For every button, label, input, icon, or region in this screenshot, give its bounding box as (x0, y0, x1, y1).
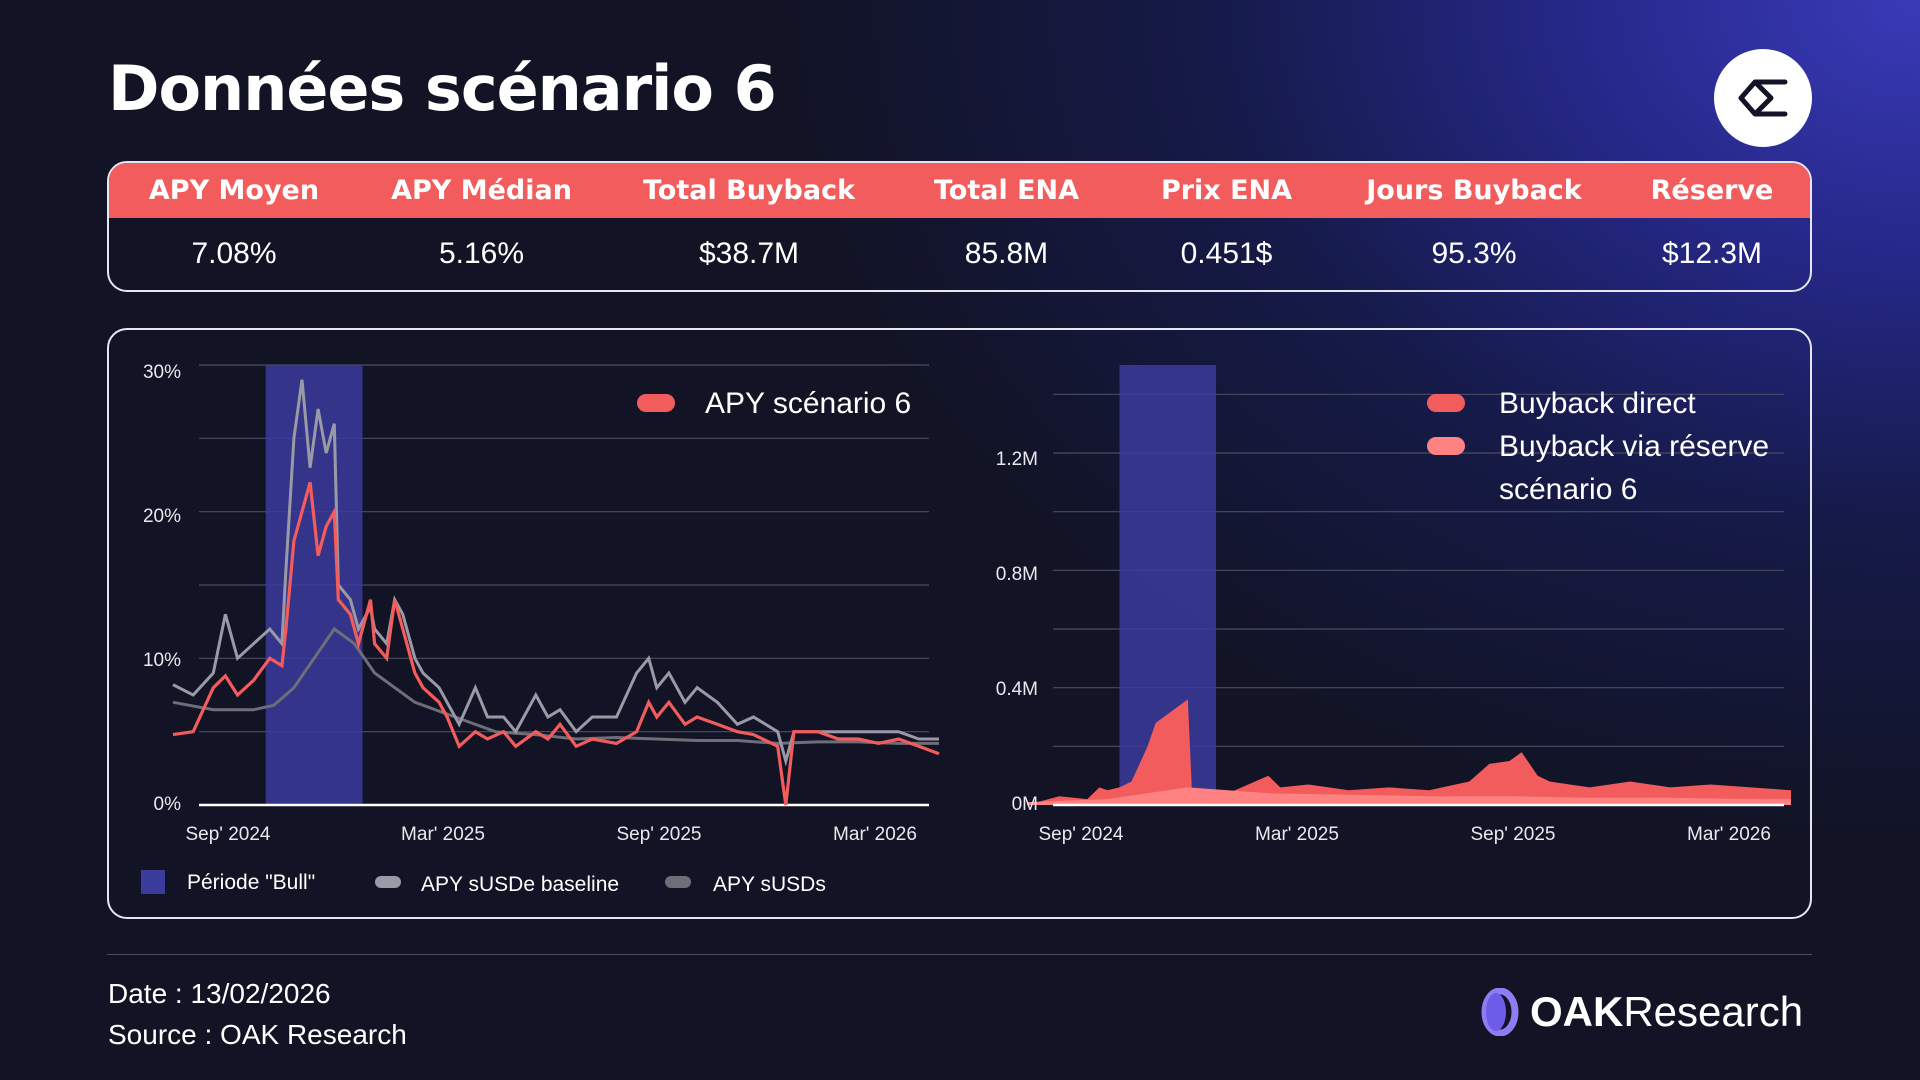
footer-source: Source : OAK Research (108, 1019, 407, 1050)
buyback-y-tick: 0.8M (996, 564, 1038, 585)
apy-x-tick: Mar' 2025 (401, 824, 485, 845)
buyback-reserve-legend-swatch (1427, 437, 1465, 455)
stats-value-cell: 85.8M (964, 237, 1049, 270)
stats-value-cell: 7.08% (191, 237, 277, 270)
stats-header-cell: APY Médian (391, 175, 572, 206)
charts-panel: 30% 20% 10% 0% Sep' 2024 Mar' 2025 Sep' … (107, 328, 1812, 919)
brand-bold: OAK (1530, 988, 1624, 1035)
stats-header-cell: Réserve (1650, 175, 1774, 206)
brand-rest: Research (1623, 988, 1804, 1035)
buyback-y-tick: 0.4M (996, 679, 1038, 700)
apy-x-tick: Sep' 2025 (617, 824, 702, 845)
stats-header-cell: Total ENA (933, 175, 1080, 206)
susds-legend-label: APY sUSDs (713, 873, 826, 896)
stats-value-cell: 0.451$ (1180, 237, 1273, 270)
buyback-reserve-legend-label: Buyback via réserve (1499, 430, 1769, 463)
stats-table: APY Moyen APY Médian Total Buyback Total… (107, 161, 1812, 292)
buyback-direct-legend-label: Buyback direct (1499, 387, 1696, 420)
buyback-y-tick: 0M (1012, 794, 1038, 815)
oak-research-logo: OAKResearch (1476, 988, 1803, 1036)
susde-baseline-legend-label: APY sUSDe baseline (421, 873, 619, 896)
susds-legend-swatch (665, 876, 691, 888)
charts-svg: 30% 20% 10% 0% Sep' 2024 Mar' 2025 Sep' … (141, 362, 1791, 896)
apy-x-tick: Sep' 2024 (186, 824, 271, 845)
buyback-direct-area (1027, 699, 1791, 805)
buyback-y-tick: 1.2M (996, 449, 1038, 470)
apy-susde-baseline-line (172, 379, 939, 767)
buyback-reserve-area (1027, 787, 1791, 805)
oak-research-wordmark: OAKResearch (1530, 988, 1803, 1036)
buyback-x-tick: Mar' 2025 (1255, 824, 1339, 845)
apy-y-tick: 0% (154, 794, 182, 815)
stats-header-cell: APY Moyen (148, 175, 320, 206)
footer-divider (107, 954, 1812, 955)
stats-header-cell: Total Buyback (642, 175, 856, 206)
stats-value-cell: $38.7M (698, 237, 800, 270)
apy-y-tick: 10% (143, 650, 181, 671)
apy-scenario-6-legend-label: APY scénario 6 (705, 387, 911, 420)
bull-period-legend-label: Période "Bull" (187, 871, 315, 894)
stats-value-cell: 5.16% (438, 237, 525, 270)
stats-value-cell: 95.3% (1431, 237, 1517, 270)
stats-header-row: APY Moyen APY Médian Total Buyback Total… (109, 163, 1810, 218)
stats-value-row: 7.08% 5.16% $38.7M 85.8M 0.451$ 95.3% $1… (109, 218, 1810, 290)
buyback-x-tick: Sep' 2025 (1471, 824, 1556, 845)
sigma-logo-icon (1738, 79, 1788, 117)
apy-y-tick: 20% (143, 506, 181, 527)
apy-y-tick: 30% (143, 362, 181, 383)
bull-period-legend-swatch (141, 870, 165, 894)
buyback-x-tick: Mar' 2026 (1687, 824, 1771, 845)
ethena-logo (1714, 49, 1812, 147)
stats-header-cell: Prix ENA (1160, 175, 1293, 206)
apy-scenario-6-legend-swatch (637, 394, 675, 412)
susde-baseline-legend-swatch (375, 876, 401, 888)
buyback-direct-legend-swatch (1427, 394, 1465, 412)
apy-x-tick: Mar' 2026 (833, 824, 917, 845)
apy-scenario-6-line (172, 481, 940, 806)
buyback-reserve-legend-label-2: scénario 6 (1499, 473, 1637, 506)
footer-date: Date : 13/02/2026 (108, 978, 331, 1009)
oak-leaf-icon (1481, 988, 1519, 1036)
buyback-x-tick: Sep' 2024 (1039, 824, 1124, 845)
stats-value-cell: $12.3M (1661, 237, 1763, 270)
stats-header-cell: Jours Buyback (1366, 175, 1582, 206)
page-title: Données scénario 6 (108, 52, 777, 125)
